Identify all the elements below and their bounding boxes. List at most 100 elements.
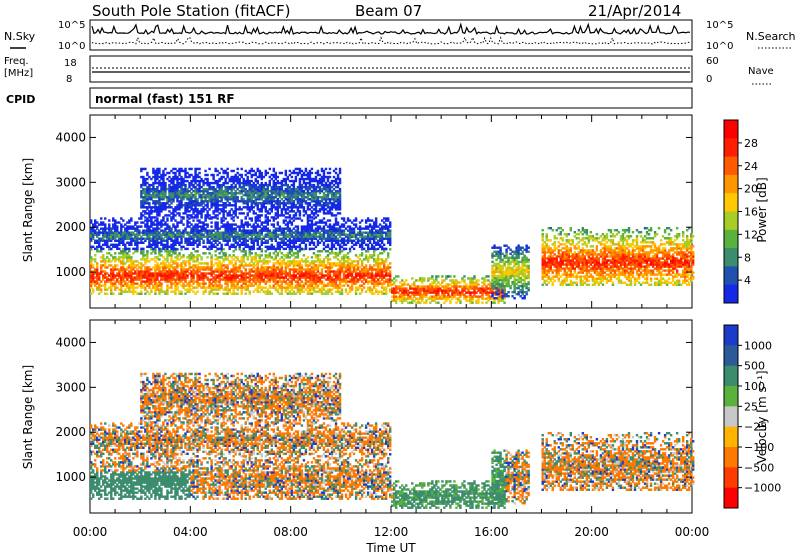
power-cell bbox=[140, 280, 143, 283]
power-cell bbox=[354, 276, 358, 279]
power-cell bbox=[286, 252, 290, 255]
power-cell bbox=[104, 282, 107, 285]
power-cell bbox=[156, 206, 159, 209]
power-cell bbox=[120, 274, 123, 277]
power-cell bbox=[132, 286, 135, 289]
power-cell bbox=[140, 252, 143, 255]
power-cell bbox=[160, 276, 163, 279]
power-cell bbox=[296, 217, 300, 220]
power-cell bbox=[278, 189, 282, 193]
power-cell bbox=[140, 270, 143, 273]
power-cell bbox=[226, 167, 229, 171]
power-cell bbox=[364, 256, 368, 259]
power-cell bbox=[286, 200, 290, 203]
power-cell bbox=[320, 221, 324, 224]
power-cell bbox=[158, 292, 161, 295]
power-cell bbox=[200, 233, 203, 236]
power-cell bbox=[346, 260, 350, 263]
power-cell bbox=[110, 268, 113, 271]
power-cell bbox=[248, 245, 251, 249]
power-cell bbox=[244, 173, 247, 177]
power-cell bbox=[220, 272, 223, 275]
power-cell bbox=[168, 233, 171, 236]
power-cell bbox=[304, 177, 308, 181]
power-cell bbox=[252, 270, 255, 273]
power-cell bbox=[288, 262, 292, 265]
power-cell bbox=[186, 225, 189, 228]
power-cell bbox=[366, 233, 370, 236]
power-cell bbox=[248, 254, 251, 257]
power-cell bbox=[230, 169, 233, 173]
power-cell bbox=[190, 270, 193, 273]
power-cell bbox=[158, 179, 161, 183]
power-cell bbox=[218, 196, 221, 199]
power-cell bbox=[256, 202, 259, 205]
power-cell bbox=[244, 250, 247, 253]
power-cell bbox=[242, 223, 245, 226]
power-cell bbox=[146, 196, 149, 199]
power-cell bbox=[288, 241, 292, 244]
power-cell bbox=[172, 272, 175, 275]
power-cell bbox=[372, 223, 376, 226]
power-cell bbox=[332, 243, 336, 247]
power-cell bbox=[244, 241, 247, 244]
power-cell bbox=[322, 231, 326, 234]
power-cell bbox=[266, 270, 269, 273]
power-cell bbox=[256, 198, 259, 201]
power-cell bbox=[140, 278, 143, 281]
power-cell bbox=[290, 193, 294, 197]
power-cell bbox=[296, 187, 300, 191]
power-cell bbox=[250, 278, 253, 281]
power-cell bbox=[318, 258, 322, 261]
power-cell bbox=[278, 284, 282, 287]
power-cell bbox=[176, 231, 179, 234]
power-cell bbox=[292, 231, 296, 234]
power-cell bbox=[156, 210, 159, 213]
power-cell bbox=[132, 227, 135, 230]
power-cell bbox=[218, 200, 221, 203]
power-cell bbox=[134, 223, 137, 226]
power-cell bbox=[158, 274, 161, 277]
power-cell bbox=[180, 189, 183, 193]
power-cell bbox=[216, 196, 219, 199]
power-cell bbox=[132, 260, 135, 263]
power-cell bbox=[202, 225, 205, 228]
power-cell bbox=[294, 274, 298, 277]
power-cell bbox=[258, 280, 261, 283]
power-cell bbox=[306, 191, 310, 195]
power-cell bbox=[168, 276, 171, 279]
power-cell bbox=[172, 233, 175, 236]
power-cell bbox=[100, 231, 103, 234]
power-cell bbox=[306, 272, 310, 275]
power-cell bbox=[98, 241, 101, 244]
power-cell bbox=[336, 264, 340, 267]
power-cell bbox=[242, 286, 245, 289]
power-cell bbox=[156, 189, 159, 193]
power-cell bbox=[150, 229, 153, 232]
power-cell bbox=[130, 272, 133, 275]
power-cell bbox=[306, 239, 310, 242]
power-cell bbox=[102, 276, 105, 279]
power-cell bbox=[242, 258, 245, 261]
power-cell bbox=[142, 196, 145, 199]
power-cell bbox=[276, 288, 280, 291]
power-cell bbox=[278, 187, 282, 191]
power-cell bbox=[144, 286, 147, 289]
power-cell bbox=[212, 237, 215, 240]
power-cell bbox=[166, 214, 169, 217]
power-cell bbox=[298, 206, 302, 209]
power-cell bbox=[362, 286, 366, 289]
power-cell bbox=[176, 187, 179, 191]
power-cell bbox=[124, 276, 127, 279]
power-cell bbox=[252, 241, 255, 244]
power-cell bbox=[158, 175, 161, 179]
power-cell bbox=[252, 227, 255, 230]
power-cell bbox=[216, 286, 219, 289]
power-cell bbox=[336, 254, 340, 257]
power-cell bbox=[266, 221, 269, 224]
power-cell bbox=[350, 282, 354, 285]
power-cell bbox=[146, 290, 149, 293]
power-cell bbox=[168, 237, 171, 240]
power-cell bbox=[206, 204, 209, 207]
power-cell bbox=[290, 280, 294, 283]
